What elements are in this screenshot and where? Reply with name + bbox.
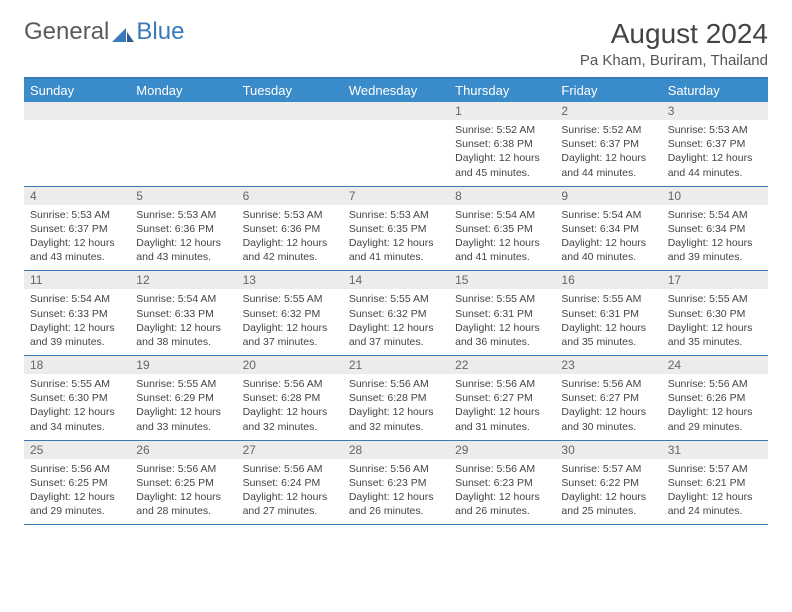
day-info-cell: Sunrise: 5:55 AMSunset: 6:32 PMDaylight:… [343,289,449,355]
day-number-cell: 24 [662,356,768,375]
day-number-cell: 18 [24,356,130,375]
info-row: Sunrise: 5:55 AMSunset: 6:30 PMDaylight:… [24,374,768,440]
day-number-cell: 7 [343,186,449,205]
day-number-cell: 20 [237,356,343,375]
day-info-cell: Sunrise: 5:55 AMSunset: 6:29 PMDaylight:… [130,374,236,440]
day-number-cell: 27 [237,440,343,459]
day-number-cell: 13 [237,271,343,290]
day-info-cell [130,120,236,186]
day-number-cell: 21 [343,356,449,375]
day-number-cell: 22 [449,356,555,375]
day-number-cell: 3 [662,102,768,120]
day-header-row: SundayMondayTuesdayWednesdayThursdayFrid… [24,79,768,102]
day-info-cell: Sunrise: 5:56 AMSunset: 6:24 PMDaylight:… [237,459,343,525]
day-number-cell: 23 [555,356,661,375]
day-info-cell: Sunrise: 5:56 AMSunset: 6:28 PMDaylight:… [343,374,449,440]
day-info-cell: Sunrise: 5:54 AMSunset: 6:33 PMDaylight:… [24,289,130,355]
page-title: August 2024 [580,18,768,50]
calendar-table: SundayMondayTuesdayWednesdayThursdayFrid… [24,79,768,525]
day-number-cell [237,102,343,120]
day-number-cell [343,102,449,120]
daynum-row: 25262728293031 [24,440,768,459]
logo-text-general: General [24,18,109,46]
day-info-cell: Sunrise: 5:57 AMSunset: 6:21 PMDaylight:… [662,459,768,525]
day-number-cell: 9 [555,186,661,205]
day-number-cell: 10 [662,186,768,205]
daynum-row: 123 [24,102,768,120]
day-info-cell: Sunrise: 5:54 AMSunset: 6:34 PMDaylight:… [555,205,661,271]
day-info-cell: Sunrise: 5:56 AMSunset: 6:28 PMDaylight:… [237,374,343,440]
logo-text-blue: Blue [136,18,184,46]
day-header: Friday [555,79,661,102]
day-info-cell: Sunrise: 5:54 AMSunset: 6:34 PMDaylight:… [662,205,768,271]
day-header: Saturday [662,79,768,102]
day-info-cell: Sunrise: 5:57 AMSunset: 6:22 PMDaylight:… [555,459,661,525]
title-block: August 2024 Pa Kham, Buriram, Thailand [580,18,768,69]
day-info-cell: Sunrise: 5:55 AMSunset: 6:31 PMDaylight:… [449,289,555,355]
info-row: Sunrise: 5:54 AMSunset: 6:33 PMDaylight:… [24,289,768,355]
day-info-cell: Sunrise: 5:56 AMSunset: 6:23 PMDaylight:… [449,459,555,525]
day-header: Monday [130,79,236,102]
day-info-cell: Sunrise: 5:53 AMSunset: 6:36 PMDaylight:… [130,205,236,271]
day-number-cell [24,102,130,120]
day-number-cell: 19 [130,356,236,375]
day-info-cell: Sunrise: 5:53 AMSunset: 6:36 PMDaylight:… [237,205,343,271]
day-header: Tuesday [237,79,343,102]
day-info-cell: Sunrise: 5:54 AMSunset: 6:35 PMDaylight:… [449,205,555,271]
logo-sail-icon [112,21,134,35]
day-number-cell: 29 [449,440,555,459]
day-info-cell: Sunrise: 5:53 AMSunset: 6:37 PMDaylight:… [24,205,130,271]
info-row: Sunrise: 5:52 AMSunset: 6:38 PMDaylight:… [24,120,768,186]
info-row: Sunrise: 5:56 AMSunset: 6:25 PMDaylight:… [24,459,768,525]
day-number-cell: 11 [24,271,130,290]
daynum-row: 11121314151617 [24,271,768,290]
day-info-cell: Sunrise: 5:56 AMSunset: 6:25 PMDaylight:… [130,459,236,525]
day-info-cell: Sunrise: 5:56 AMSunset: 6:27 PMDaylight:… [449,374,555,440]
day-info-cell: Sunrise: 5:56 AMSunset: 6:23 PMDaylight:… [343,459,449,525]
day-number-cell [130,102,236,120]
location-subtitle: Pa Kham, Buriram, Thailand [580,52,768,69]
day-number-cell: 6 [237,186,343,205]
day-info-cell [24,120,130,186]
page-header: General Blue August 2024 Pa Kham, Burira… [24,18,768,69]
day-number-cell: 31 [662,440,768,459]
day-info-cell: Sunrise: 5:52 AMSunset: 6:38 PMDaylight:… [449,120,555,186]
day-info-cell: Sunrise: 5:56 AMSunset: 6:26 PMDaylight:… [662,374,768,440]
day-number-cell: 14 [343,271,449,290]
day-number-cell: 17 [662,271,768,290]
day-number-cell: 26 [130,440,236,459]
day-info-cell: Sunrise: 5:55 AMSunset: 6:32 PMDaylight:… [237,289,343,355]
day-number-cell: 25 [24,440,130,459]
day-number-cell: 2 [555,102,661,120]
day-header: Wednesday [343,79,449,102]
info-row: Sunrise: 5:53 AMSunset: 6:37 PMDaylight:… [24,205,768,271]
day-info-cell: Sunrise: 5:55 AMSunset: 6:30 PMDaylight:… [24,374,130,440]
daynum-row: 18192021222324 [24,356,768,375]
day-header: Sunday [24,79,130,102]
day-header: Thursday [449,79,555,102]
day-number-cell: 5 [130,186,236,205]
day-number-cell: 8 [449,186,555,205]
daynum-row: 45678910 [24,186,768,205]
day-number-cell: 30 [555,440,661,459]
day-number-cell: 15 [449,271,555,290]
day-number-cell: 16 [555,271,661,290]
calendar-body: 123 Sunrise: 5:52 AMSunset: 6:38 PMDayli… [24,102,768,525]
day-number-cell: 28 [343,440,449,459]
day-info-cell: Sunrise: 5:53 AMSunset: 6:37 PMDaylight:… [662,120,768,186]
day-number-cell: 12 [130,271,236,290]
day-info-cell: Sunrise: 5:55 AMSunset: 6:31 PMDaylight:… [555,289,661,355]
day-info-cell [237,120,343,186]
day-info-cell: Sunrise: 5:54 AMSunset: 6:33 PMDaylight:… [130,289,236,355]
day-info-cell: Sunrise: 5:52 AMSunset: 6:37 PMDaylight:… [555,120,661,186]
day-info-cell [343,120,449,186]
day-number-cell: 1 [449,102,555,120]
day-info-cell: Sunrise: 5:56 AMSunset: 6:27 PMDaylight:… [555,374,661,440]
logo: General Blue [24,18,184,46]
day-number-cell: 4 [24,186,130,205]
day-info-cell: Sunrise: 5:55 AMSunset: 6:30 PMDaylight:… [662,289,768,355]
day-info-cell: Sunrise: 5:56 AMSunset: 6:25 PMDaylight:… [24,459,130,525]
day-info-cell: Sunrise: 5:53 AMSunset: 6:35 PMDaylight:… [343,205,449,271]
